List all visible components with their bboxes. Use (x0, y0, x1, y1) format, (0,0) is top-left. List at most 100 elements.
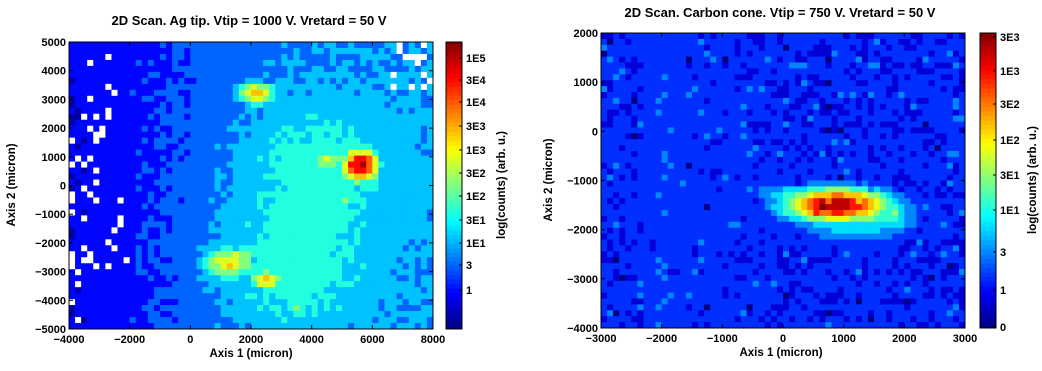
heatmap-cell (190, 150, 196, 156)
heatmap-cell (99, 72, 105, 78)
heatmap-cell (619, 186, 625, 192)
heatmap-cell (650, 39, 656, 45)
heatmap-cell (360, 215, 366, 221)
heatmap-cell (215, 317, 221, 323)
heatmap-cell (801, 39, 807, 45)
heatmap-cell (196, 233, 202, 239)
heatmap-cell (795, 310, 801, 316)
heatmap-cell (154, 317, 160, 323)
heatmap-cell (130, 203, 136, 209)
heatmap-cell (783, 240, 789, 246)
heatmap-cell (281, 90, 287, 96)
colorbar-segment (446, 307, 462, 312)
heatmap-cell (118, 78, 124, 84)
heatmap-cell (674, 228, 680, 234)
heatmap-cell (771, 63, 777, 69)
heatmap-cell (795, 234, 801, 240)
heatmap-cell (306, 269, 312, 275)
heatmap-cell (643, 39, 649, 45)
heatmap-cell (324, 239, 330, 245)
heatmap-cell (789, 192, 795, 198)
heatmap-cell (819, 216, 825, 222)
heatmap-cell (275, 275, 281, 281)
heatmap-cell (202, 287, 208, 293)
heatmap-cell (427, 287, 433, 293)
heatmap-cell (722, 322, 728, 328)
heatmap-cell (734, 127, 740, 133)
heatmap-cell (662, 322, 668, 328)
heatmap-cell (668, 45, 674, 51)
heatmap-cell (409, 114, 415, 120)
heatmap-cell (825, 175, 831, 181)
heatmap-cell (221, 48, 227, 54)
heatmap-cell (698, 57, 704, 63)
heatmap-cell (142, 186, 148, 192)
heatmap-cell (409, 102, 415, 108)
heatmap-cell (111, 317, 117, 323)
heatmap-cell (668, 287, 674, 293)
heatmap-cell (324, 60, 330, 66)
heatmap-cell (306, 108, 312, 114)
heatmap-cell (148, 168, 154, 174)
heatmap-cell (93, 221, 99, 227)
heatmap-cell (130, 138, 136, 144)
heatmap-cell (263, 227, 269, 233)
heatmap-cell (421, 156, 427, 162)
heatmap-cell (704, 133, 710, 139)
heatmap-cell (160, 96, 166, 102)
heatmap-cell (415, 305, 421, 311)
heatmap-cell (391, 174, 397, 180)
heatmap-cell (741, 86, 747, 92)
heatmap-cell (771, 163, 777, 169)
heatmap-cell (178, 227, 184, 233)
heatmap-cell (753, 175, 759, 181)
heatmap-cell (747, 145, 753, 151)
heatmap-cell (759, 222, 765, 228)
heatmap-cell (747, 57, 753, 63)
heatmap-cell (710, 198, 716, 204)
heatmap-cell (287, 102, 293, 108)
heatmap-cell (142, 257, 148, 263)
heatmap-cell (650, 186, 656, 192)
heatmap-cell (148, 114, 154, 120)
heatmap-cell (160, 263, 166, 269)
heatmap-cell (825, 122, 831, 128)
heatmap-cell (142, 48, 148, 54)
heatmap-cell (312, 191, 318, 197)
heatmap-cell (239, 269, 245, 275)
heatmap-cell (813, 33, 819, 39)
heatmap-cell (698, 186, 704, 192)
heatmap-cell (324, 197, 330, 203)
heatmap-cell (105, 114, 111, 120)
heatmap-cell (190, 275, 196, 281)
heatmap-cell (184, 281, 190, 287)
heatmap-cell (281, 114, 287, 120)
heatmap-cell (789, 110, 795, 116)
heatmap-cell (613, 316, 619, 322)
heatmap-cell (819, 299, 825, 305)
heatmap-cell (415, 144, 421, 150)
heatmap-cell (631, 198, 637, 204)
heatmap-cell (789, 63, 795, 69)
colorbar-segment (446, 186, 462, 191)
heatmap-cell (166, 317, 172, 323)
heatmap-cell (710, 57, 716, 63)
heatmap-cell (130, 156, 136, 162)
heatmap-cell (360, 233, 366, 239)
heatmap-cell (172, 132, 178, 138)
heatmap-cell (209, 132, 215, 138)
heatmap-cell (656, 139, 662, 145)
heatmap-cell (680, 216, 686, 222)
heatmap-cell (93, 257, 99, 263)
heatmap-cell (281, 132, 287, 138)
heatmap-cell (427, 245, 433, 251)
heatmap-cell (87, 168, 93, 174)
heatmap-cell (813, 310, 819, 316)
heatmap-cell (838, 92, 844, 98)
heatmap-cell (330, 305, 336, 311)
heatmap-cell (269, 144, 275, 150)
heatmap-cell (75, 263, 81, 269)
heatmap-cell (312, 311, 318, 317)
heatmap-cell (813, 145, 819, 151)
heatmap-cell (813, 204, 819, 210)
